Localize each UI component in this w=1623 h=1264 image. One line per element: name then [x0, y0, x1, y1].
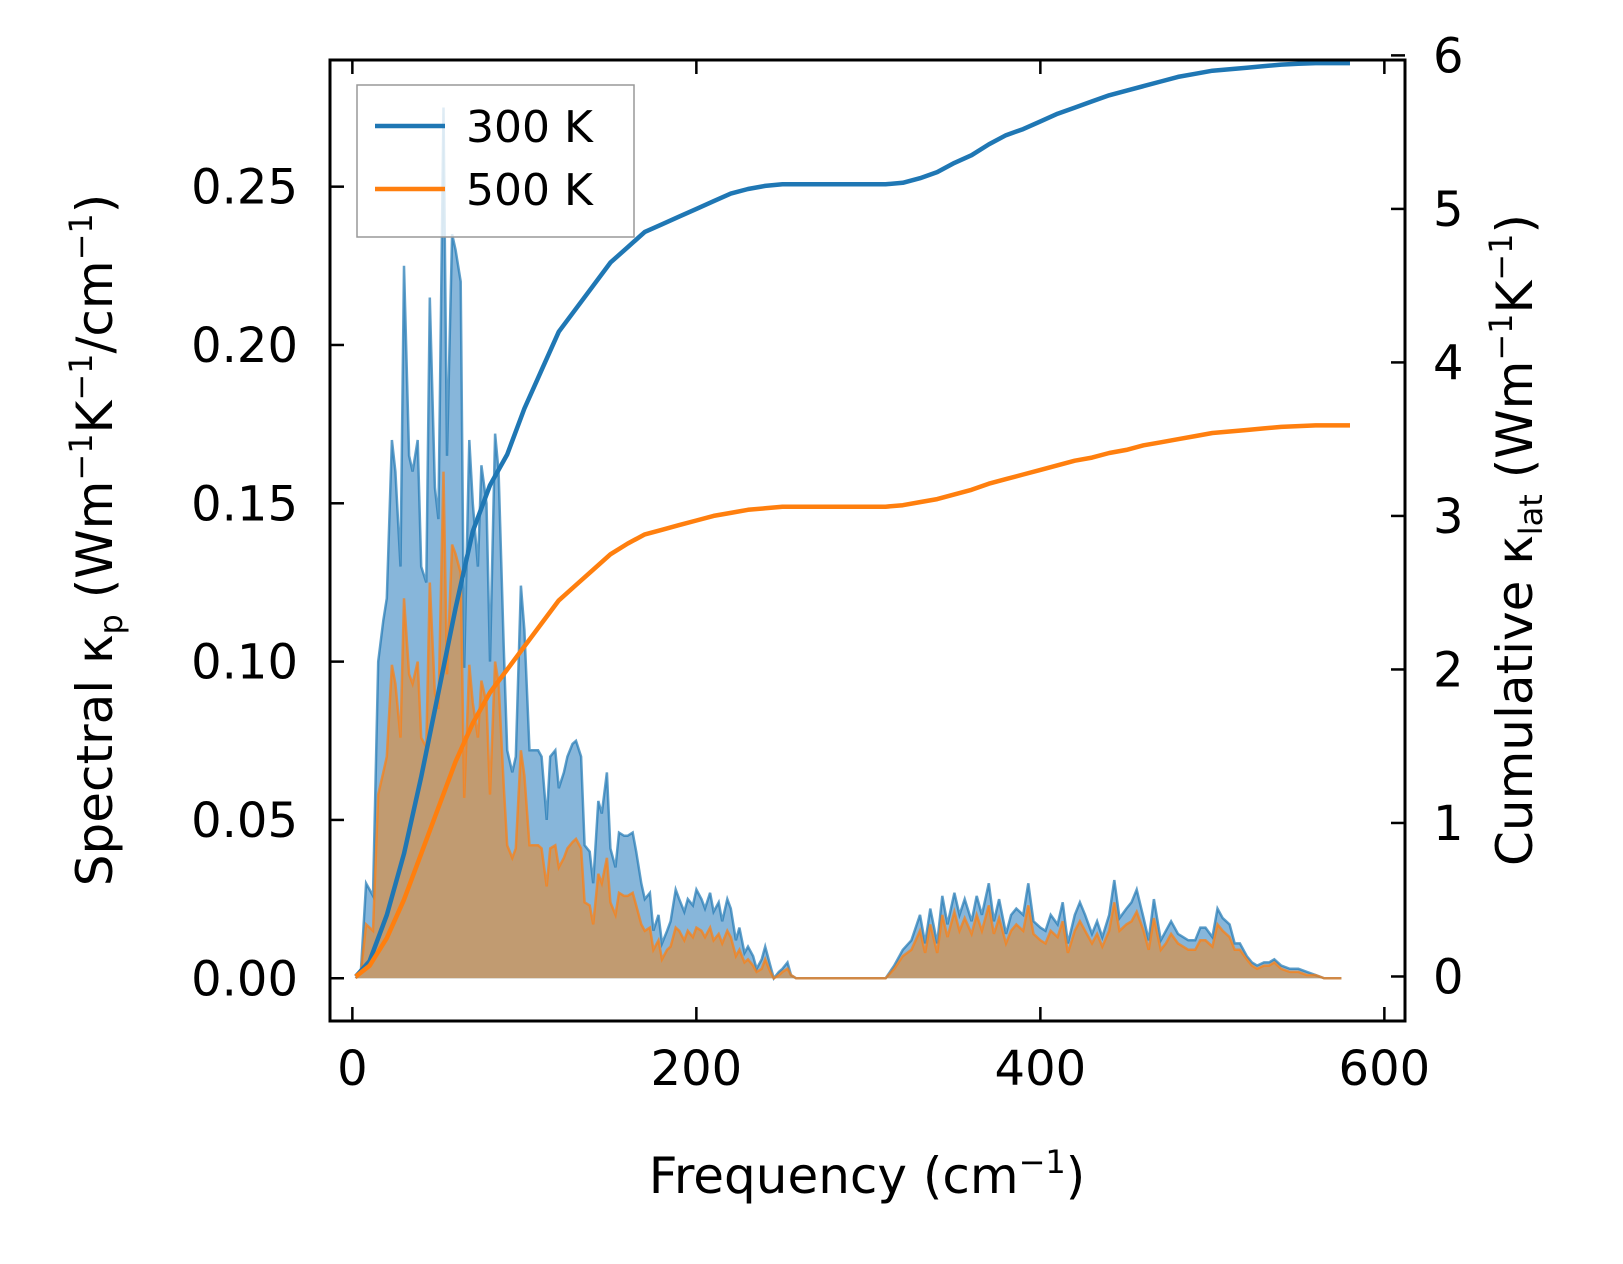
y-right-tick-label: 6 [1433, 28, 1464, 84]
plot-area [354, 60, 1350, 981]
y-right-tick-label: 3 [1433, 489, 1464, 545]
y-left-ticks: 0.00 0.05 0.10 0.15 0.20 0.25 [191, 160, 344, 1007]
y-right-axis-label: Cumulative κlat (Wm−1K−1) [1482, 214, 1550, 866]
y-right-tick-label: 4 [1433, 335, 1464, 391]
y-right-tick-label: 5 [1433, 182, 1464, 238]
y-right-tick-label: 1 [1433, 796, 1464, 852]
spectral-500K-line [354, 471, 1342, 981]
y-right-ticks: 0 1 2 3 4 5 6 [1391, 28, 1464, 1005]
x-tick-label: 0 [337, 1041, 368, 1097]
x-axis-label: Frequency (cm−1) [649, 1143, 1086, 1205]
y-right-tick-label: 2 [1433, 642, 1464, 698]
x-tick-label: 600 [1339, 1041, 1431, 1097]
spectral-500K-fill [355, 471, 1342, 979]
axes-frame [328, 58, 1407, 1023]
y-left-tick-label: 0.10 [191, 635, 298, 691]
legend-label-500K: 500 K [466, 165, 594, 216]
y-left-tick-label: 0.05 [191, 793, 298, 849]
x-tick-label: 200 [651, 1041, 743, 1097]
y-right-tick-label: 0 [1433, 949, 1464, 1005]
y-left-axis-label: Spectral κp (Wm−1K−1/cm−1) [62, 194, 130, 887]
y-left-tick-label: 0.15 [191, 476, 298, 532]
legend-box [356, 84, 635, 238]
spectral-300K-line [354, 107, 1342, 981]
cumulative-500K-line [354, 423, 1350, 979]
y-left-tick-label: 0.25 [191, 160, 298, 216]
x-ticks: 0 200 400 600 [337, 60, 1430, 1097]
y-left-tick-label: 0.00 [191, 951, 298, 1007]
x-tick-label: 400 [995, 1041, 1087, 1097]
legend-label-300K: 300 K [466, 102, 594, 153]
cumulative-300K-line [354, 60, 1350, 979]
legend: 300 K 500 K [356, 84, 635, 238]
y-left-tick-label: 0.20 [191, 318, 298, 374]
